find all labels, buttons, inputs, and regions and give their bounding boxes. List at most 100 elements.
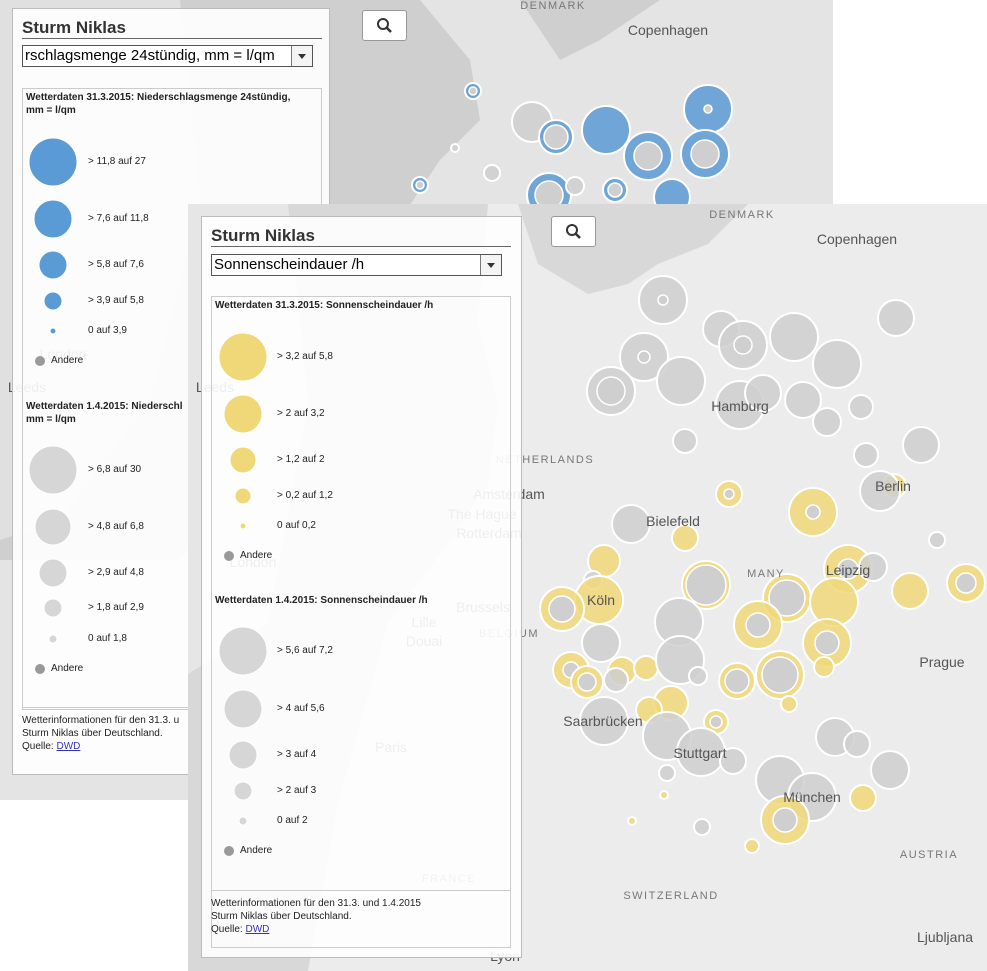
map-label: AUSTRIA: [899, 849, 959, 861]
dropdown-arrow: [480, 255, 501, 275]
legend-symbol: [233, 781, 253, 801]
map-label: Stuttgart: [673, 745, 727, 761]
map-circle: [565, 176, 585, 196]
legend-symbols: [28, 137, 78, 366]
map-circle: [483, 164, 501, 182]
map-circle: [813, 656, 835, 678]
map-label: DENMARK: [520, 0, 586, 12]
map-circle: [468, 86, 478, 96]
source: Quelle: DWD: [22, 741, 80, 752]
map-circle: [633, 141, 663, 171]
legend-symbol: [38, 558, 68, 588]
legend-label: > 1,8 auf 2,9: [88, 602, 144, 613]
dropdown-value: Sonnenscheindauer /h: [214, 256, 365, 273]
map-circle: [633, 655, 659, 681]
map-circle: [805, 504, 821, 520]
map-circle: [577, 672, 597, 692]
source-label: Quelle:: [22, 741, 54, 752]
map-circle: [814, 630, 840, 656]
legend-label: > 1,2 auf 2: [277, 454, 325, 465]
legend-symbol: [49, 327, 57, 335]
map-circle: [772, 807, 798, 833]
legend-label: > 3,9 auf 5,8: [88, 295, 144, 306]
map-circle: [719, 747, 747, 775]
legend-label: > 5,8 auf 7,6: [88, 259, 144, 270]
legend-heading: Wetterdaten 31.3.2015: Niederschlagsmeng…: [26, 92, 291, 103]
map-label: Hamburg: [711, 398, 769, 414]
title-rule: [211, 246, 511, 247]
map-circle: [761, 656, 799, 694]
legend-label: 0 auf 3,9: [88, 325, 127, 336]
map-circle: [603, 667, 629, 693]
legend-label: > 4 auf 5,6: [277, 703, 325, 714]
legend-label: > 2 auf 3: [277, 785, 317, 796]
legend-heading: Wetterdaten 31.3.2015: Sonnenscheindauer…: [215, 300, 434, 311]
legend-label: Andere: [51, 355, 84, 366]
map-circle: [607, 182, 623, 198]
map-label: Prague: [919, 654, 965, 670]
map-circle: [703, 104, 713, 114]
footer-text: Sturm Niklas über Deutschland.: [22, 728, 163, 739]
map-label: München: [783, 789, 841, 805]
legend-symbol: [223, 394, 263, 434]
source-link[interactable]: DWD: [245, 924, 270, 935]
legend-label: 0 auf 2: [277, 815, 308, 826]
legend-symbol: [35, 356, 45, 366]
legend-symbol: [33, 199, 73, 239]
map-circle: [709, 715, 723, 729]
legend-symbol: [223, 689, 263, 729]
map-label: Saarbrücken: [563, 713, 643, 729]
legend-label: > 0,2 auf 1,2: [277, 490, 333, 501]
map-circle: [672, 428, 698, 454]
map-circle: [744, 838, 760, 854]
search-button[interactable]: [362, 10, 407, 41]
legend-symbol: [43, 598, 63, 618]
legend-label: > 7,6 auf 11,8: [88, 213, 149, 224]
source-link[interactable]: DWD: [56, 741, 81, 752]
legend-symbol: [224, 846, 234, 856]
map-circle: [848, 394, 874, 420]
map-circle: [415, 180, 425, 190]
map-circle: [627, 816, 637, 826]
map-circle: [955, 572, 977, 594]
legend-box: [211, 296, 511, 948]
legend-label: Andere: [51, 663, 84, 674]
legend-label: > 6,8 auf 30: [88, 464, 142, 475]
map-circle: [611, 504, 651, 544]
dropdown[interactable]: Sonnenscheindauer /h: [211, 254, 502, 276]
legend-label: Andere: [240, 550, 273, 561]
map-label: Berlin: [875, 478, 911, 494]
legend-label: > 4,8 auf 6,8: [88, 521, 144, 532]
legend-label: > 11,8 auf 27: [88, 156, 146, 167]
dropdown[interactable]: rschlagsmenge 24stündig, mm = l/qm: [22, 45, 313, 67]
dropdown-arrow: [291, 46, 312, 66]
footer-text: Wetterinformationen für den 31.3. u: [22, 715, 180, 726]
map-label: Köln: [586, 592, 616, 608]
map-circle: [784, 381, 822, 419]
search-button[interactable]: [551, 216, 596, 247]
map-circle: [596, 376, 626, 406]
map-circle: [812, 407, 842, 437]
footer-rule: [211, 890, 511, 891]
legend-symbol: [34, 508, 72, 546]
footer-text: Wetterinformationen für den 31.3. und 1.…: [211, 898, 421, 909]
legend-symbol: [43, 291, 63, 311]
legend-label: > 2,9 auf 4,8: [88, 567, 144, 578]
dropdown-value: rschlagsmenge 24stündig, mm = l/qm: [25, 47, 275, 64]
legend-symbol: [239, 522, 247, 530]
legend-symbol: [28, 137, 78, 187]
map-circle: [853, 442, 879, 468]
search-icon: [377, 18, 392, 33]
map-circle: [859, 470, 901, 512]
map-circle: [579, 696, 629, 746]
footer-rule: [22, 707, 322, 708]
legend-label: > 3 auf 4: [277, 749, 317, 760]
map-label: MANY: [747, 568, 785, 580]
source-label: Quelle:: [211, 924, 243, 935]
map-label: Ljubljana: [916, 929, 974, 945]
legend-heading: Wetterdaten 1.4.2015: Sonnenscheindauer …: [215, 595, 428, 606]
map-circle: [688, 666, 708, 686]
map-label: Copenhagen: [816, 231, 898, 247]
map-circle: [671, 524, 699, 552]
